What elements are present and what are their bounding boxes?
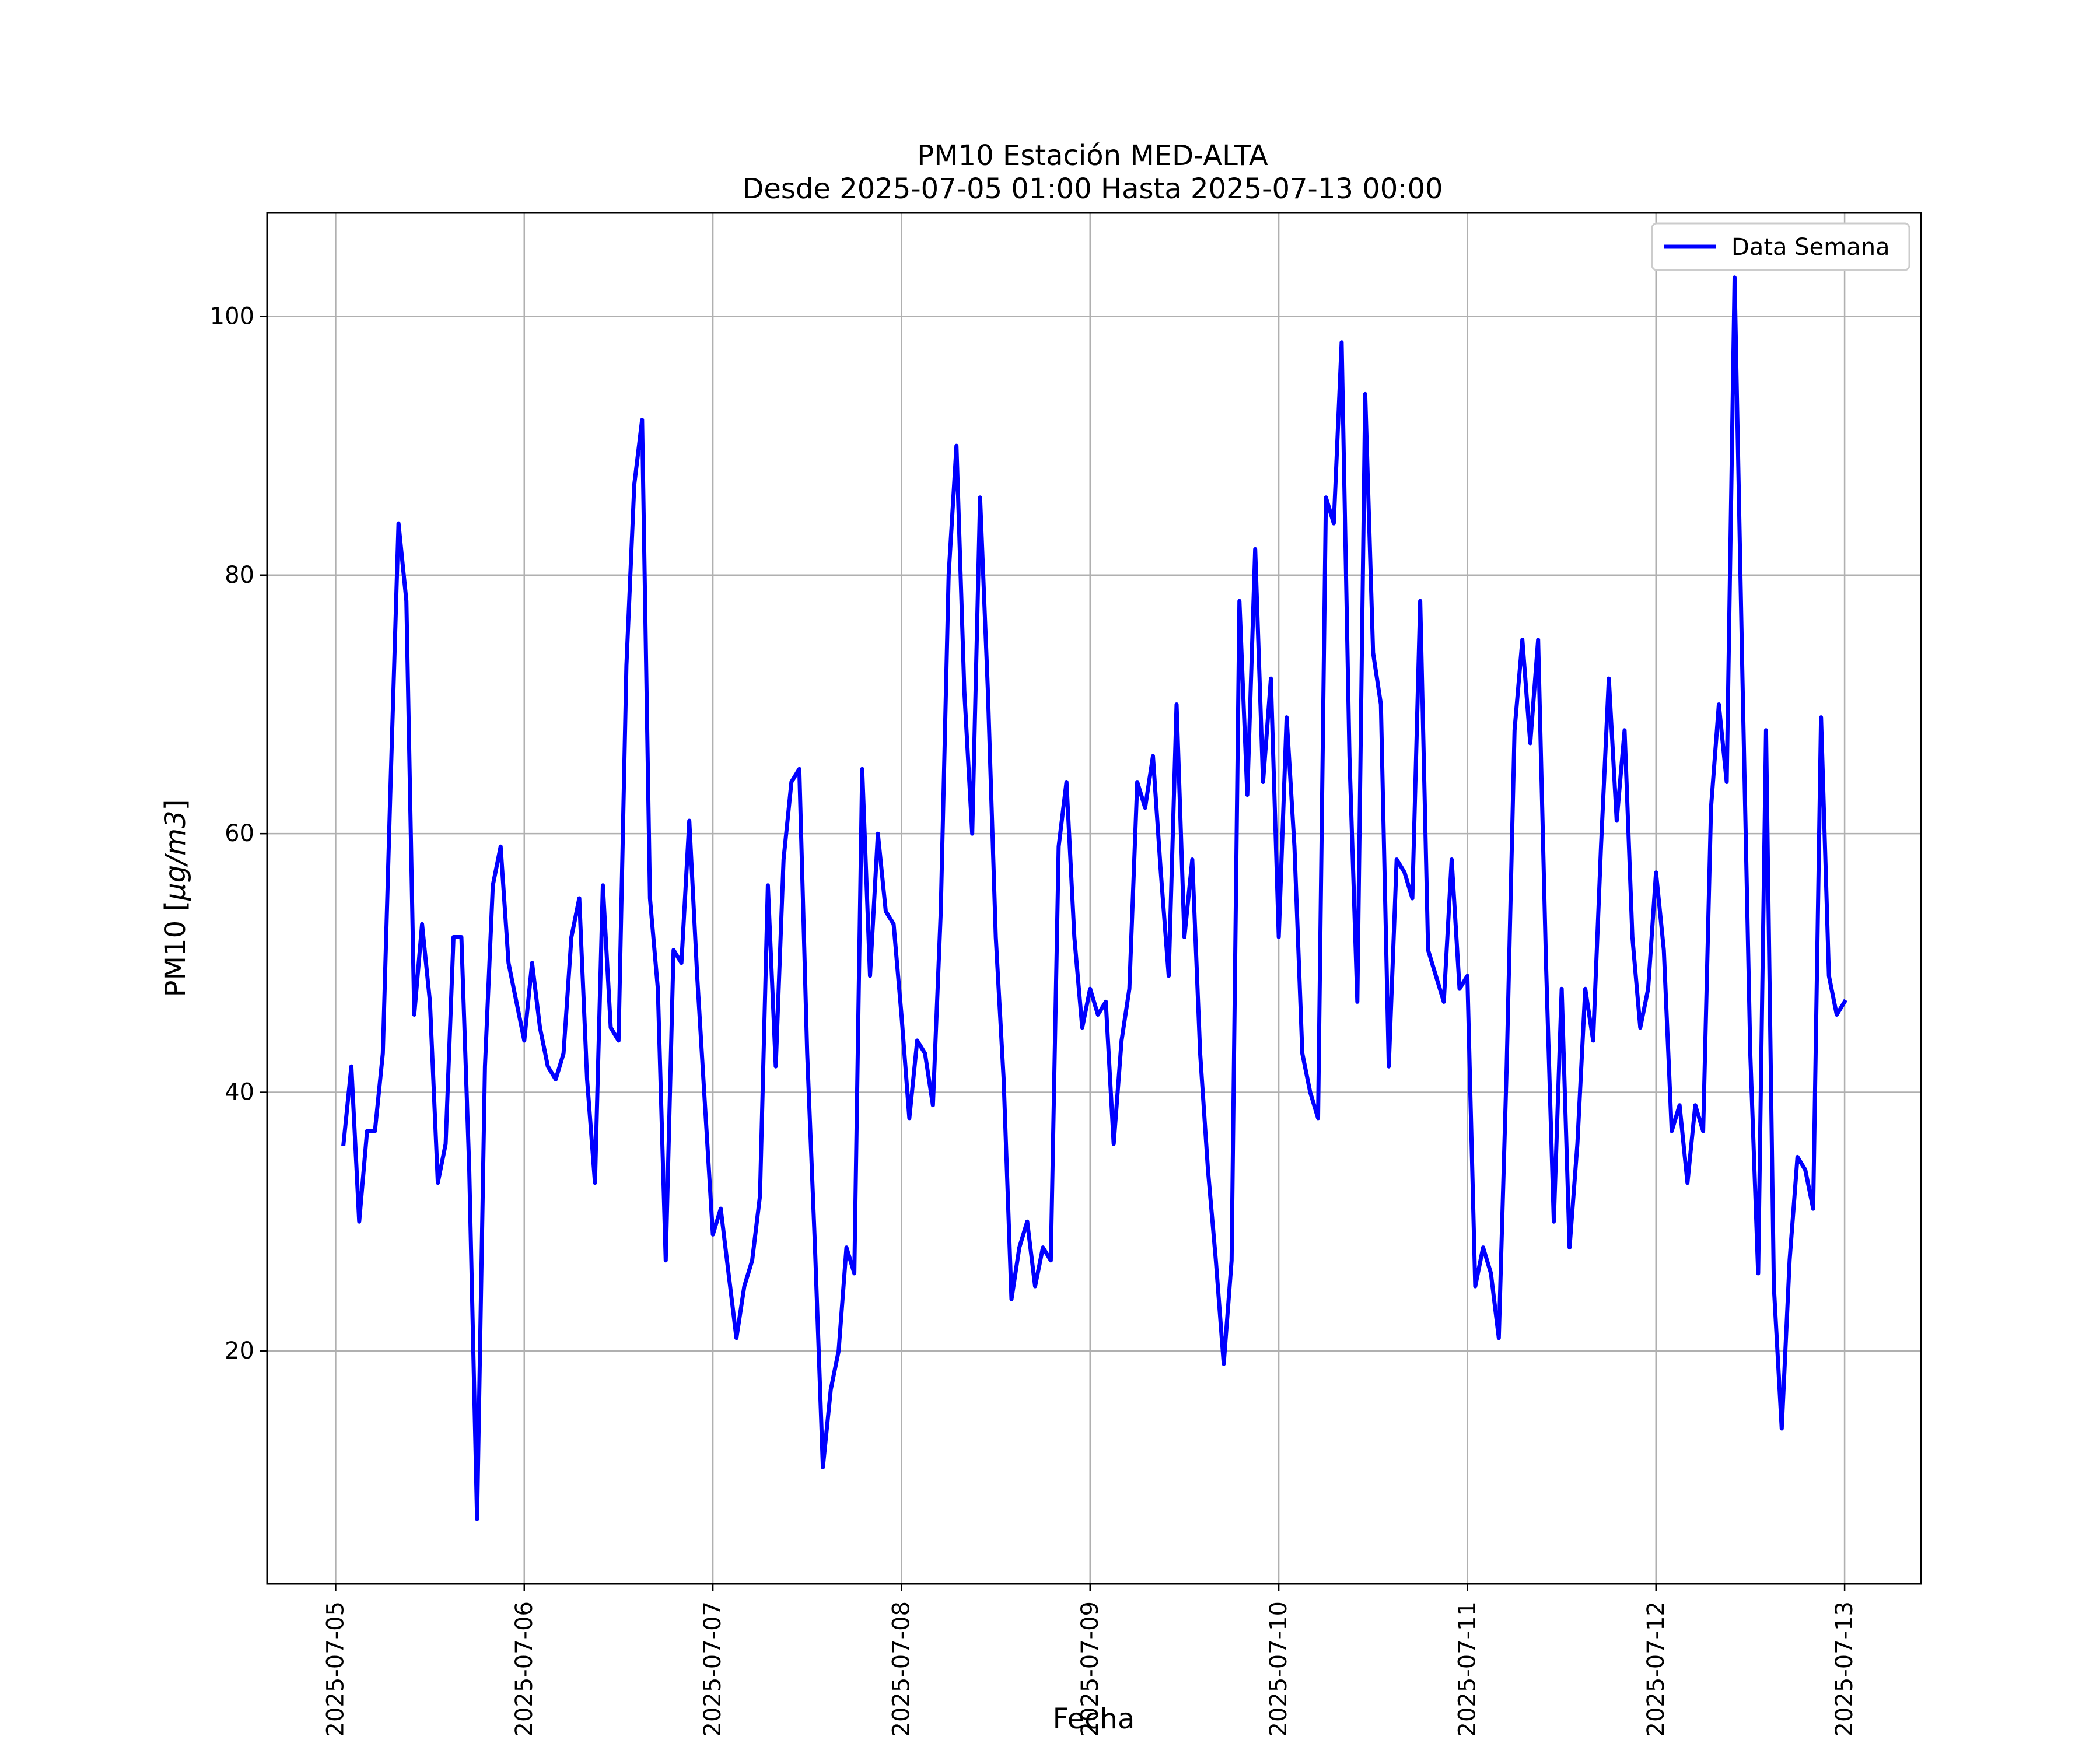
- y-tick-label: 40: [225, 1079, 254, 1106]
- x-tick-label: 2025-07-12: [1643, 1601, 1670, 1737]
- legend-label: Data Semana: [1731, 234, 1890, 261]
- y-tick-label: 80: [225, 562, 254, 589]
- x-tick-label: 2025-07-08: [888, 1601, 915, 1737]
- series-layer: [341, 275, 1847, 1521]
- x-tick-label: 2025-07-11: [1454, 1601, 1480, 1737]
- x-tick-label: 2025-07-09: [1077, 1601, 1104, 1737]
- x-tick-label: 2025-07-05: [322, 1601, 349, 1737]
- grid-lines: [267, 213, 1921, 1584]
- plot-frame: [266, 212, 1922, 1585]
- chart-subtitle: Desde 2025-07-05 01:00 Hasta 2025-07-13 …: [742, 173, 1443, 205]
- y-axis-label-unit: μg/m3: [159, 810, 192, 901]
- x-axis-label: Fecha: [1053, 1703, 1135, 1735]
- y-axis-label: PM10 [μg/m3]: [159, 800, 192, 998]
- chart-title: PM10 Estación MED-ALTA: [917, 139, 1268, 172]
- x-tick-label: 2025-07-06: [511, 1601, 538, 1737]
- y-tick-label: 100: [210, 303, 254, 330]
- y-axis-label-suffix: ]: [159, 800, 192, 811]
- x-tick-label: 2025-07-10: [1265, 1601, 1292, 1737]
- y-tick-label: 60: [225, 820, 254, 847]
- y-axis: 20 40 60 80 100: [210, 303, 267, 1364]
- x-tick-label: 2025-07-07: [699, 1601, 726, 1737]
- legend: Data Semana: [1651, 222, 1910, 271]
- x-axis: 2025-07-05 2025-07-06 2025-07-07 2025-07-08…: [322, 1584, 1858, 1737]
- legend-box: [1651, 222, 1910, 271]
- series-line: [341, 275, 1847, 1521]
- x-tick-label: 2025-07-13: [1831, 1601, 1858, 1737]
- y-axis-label-prefix: PM10 [: [159, 901, 192, 997]
- y-tick-label: 20: [225, 1338, 254, 1364]
